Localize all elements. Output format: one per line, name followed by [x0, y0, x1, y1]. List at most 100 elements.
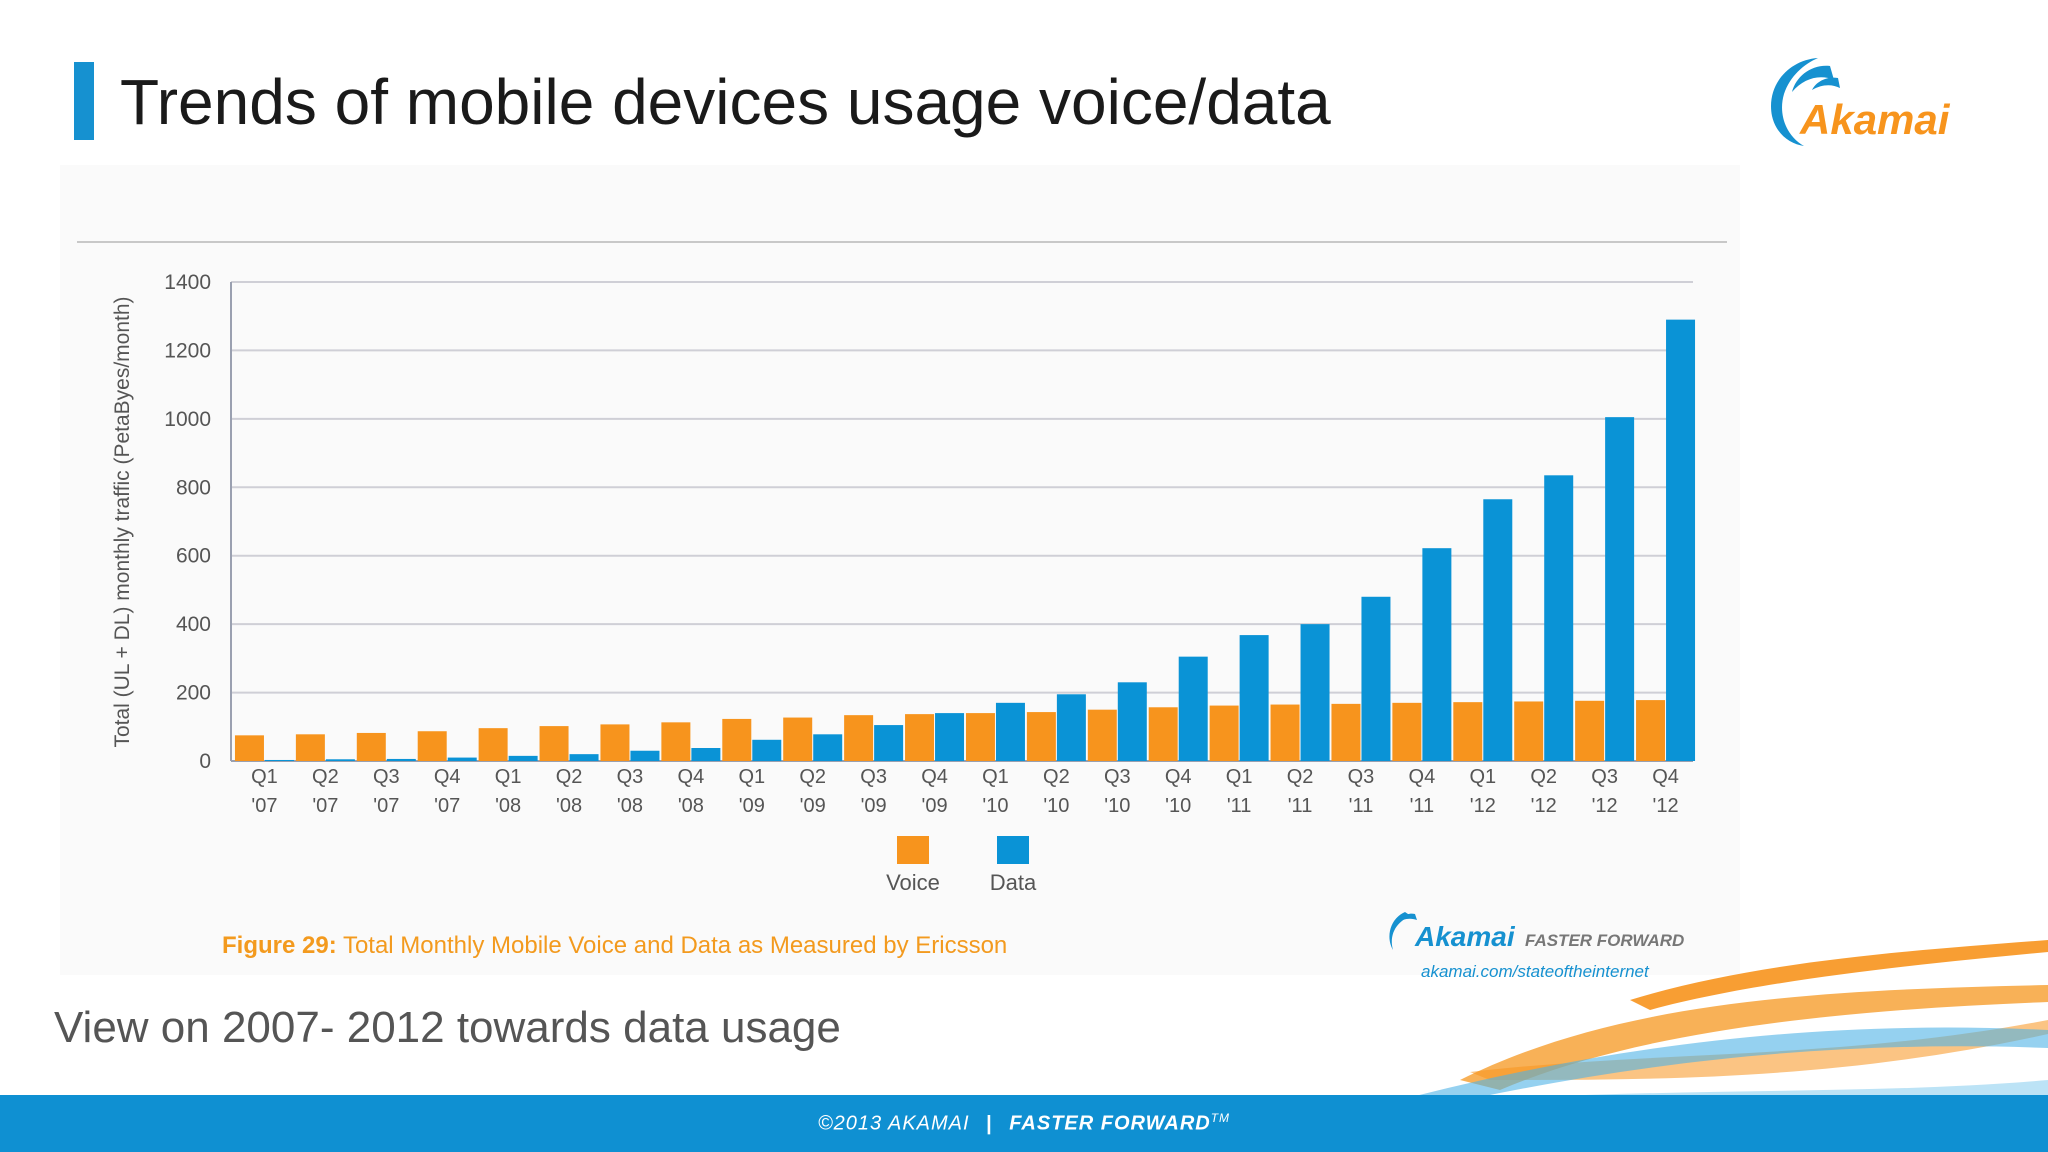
y-tick-label: 1200 — [164, 339, 211, 362]
brand-block-name: Akamai — [1414, 921, 1516, 952]
x-tick-label: Q1 — [495, 766, 522, 788]
x-tick-label: '10 — [982, 795, 1008, 817]
legend-swatch-data — [997, 836, 1029, 864]
y-tick-label: 0 — [199, 750, 211, 773]
bar-data — [813, 734, 843, 761]
y-tick-label: 600 — [176, 545, 211, 568]
x-tick-label: '09 — [739, 795, 765, 817]
bar-data — [1178, 656, 1208, 761]
bar-voice — [965, 713, 995, 761]
bar-data — [691, 747, 721, 761]
brand-block-tag: FASTER FORWARD — [1525, 931, 1684, 950]
bar-voice — [1331, 703, 1361, 761]
bar-data — [1544, 475, 1574, 761]
x-tick-label: '09 — [861, 795, 887, 817]
x-tick-label: Q2 — [1287, 766, 1314, 788]
x-tick-label: '10 — [1165, 795, 1191, 817]
x-tick-label: Q4 — [678, 766, 705, 788]
x-tick-label: Q3 — [1104, 766, 1131, 788]
x-tick-label: Q3 — [860, 766, 887, 788]
bar-data — [995, 702, 1025, 761]
x-tick-label: Q4 — [921, 766, 948, 788]
x-tick-label: Q3 — [617, 766, 644, 788]
y-tick-label: 800 — [176, 476, 211, 499]
bar-voice — [1636, 700, 1666, 761]
x-tick-label: '12 — [1592, 795, 1618, 817]
bar-data — [1239, 635, 1269, 761]
y-tick-label: 200 — [176, 682, 211, 705]
bar-voice — [539, 726, 569, 761]
bar-voice — [1087, 709, 1117, 761]
x-tick-label: '08 — [495, 795, 521, 817]
bar-data — [1422, 548, 1452, 761]
akamai-logo-text: Akamai — [1799, 96, 1951, 143]
footer-trademark: TM — [1210, 1111, 1231, 1125]
legend-label-data: Data — [990, 870, 1037, 895]
x-tick-label: '11 — [1349, 795, 1374, 817]
bar-voice — [295, 734, 325, 761]
x-tick-label: Q2 — [1043, 766, 1070, 788]
legend-swatch-voice — [897, 836, 929, 864]
bar-voice — [844, 715, 874, 761]
x-tick-label: '10 — [1104, 795, 1130, 817]
bar-data — [325, 759, 355, 761]
bar-data — [447, 757, 477, 761]
figure-caption: Figure 29: Total Monthly Mobile Voice an… — [222, 932, 1007, 960]
y-tick-label: 1400 — [164, 271, 211, 294]
akamai-brand-block: Akamai FASTER FORWARD akamai.com/stateof… — [1389, 912, 1684, 981]
bar-data — [1300, 624, 1330, 761]
x-tick-label: '09 — [922, 795, 948, 817]
bar-data — [752, 739, 782, 761]
bar-voice — [1453, 702, 1483, 761]
x-tick-label: Q1 — [1469, 766, 1496, 788]
legend-label-voice: Voice — [886, 870, 940, 895]
figure-top-rule — [77, 241, 1727, 243]
x-tick-label: Q4 — [1409, 766, 1436, 788]
bar-voice — [600, 724, 630, 761]
bar-data — [874, 725, 904, 761]
bar-voice — [356, 732, 386, 761]
bar-voice — [478, 728, 508, 761]
x-tick-label: '12 — [1653, 795, 1679, 817]
x-tick-label: '10 — [1043, 795, 1069, 817]
x-tick-label: Q4 — [434, 766, 461, 788]
slide-subtitle: View on 2007- 2012 towards data usage — [54, 1003, 841, 1052]
x-tick-label: Q3 — [1591, 766, 1618, 788]
bar-voice — [661, 722, 691, 761]
bar-data — [1117, 682, 1147, 761]
x-tick-label: '08 — [617, 795, 643, 817]
brand-block-url: akamai.com/stateoftheinternet — [1421, 962, 1650, 981]
x-tick-label: Q2 — [799, 766, 826, 788]
bar-data — [569, 754, 599, 761]
x-tick-label: Q3 — [1348, 766, 1375, 788]
x-tick-label: Q3 — [373, 766, 400, 788]
footer-text: ©2013 AKAMAI | FASTER FORWARDTM — [0, 1111, 2048, 1136]
bar-voice — [783, 717, 813, 761]
y-tick-label: 400 — [176, 613, 211, 636]
x-tick-label: '07 — [312, 795, 338, 817]
bar-voice — [417, 731, 447, 761]
x-tick-label: Q2 — [312, 766, 339, 788]
bar-data — [1605, 417, 1635, 761]
bar-data — [1666, 319, 1696, 761]
x-tick-label: Q2 — [1530, 766, 1557, 788]
slide-title: Trends of mobile devices usage voice/dat… — [120, 66, 1331, 138]
bar-voice — [234, 735, 264, 761]
bar-data — [1056, 694, 1086, 761]
footer-bar: ©2013 AKAMAI | FASTER FORWARDTM — [0, 1095, 2048, 1152]
bar-data — [1483, 499, 1513, 761]
x-tick-label: '11 — [1288, 795, 1313, 817]
bar-voice — [1514, 701, 1544, 761]
x-tick-label: Q4 — [1652, 766, 1679, 788]
x-tick-label: Q4 — [1165, 766, 1192, 788]
bar-voice — [722, 718, 752, 761]
x-tick-label: Q1 — [251, 766, 278, 788]
bar-data — [264, 759, 294, 761]
bar-voice — [1270, 704, 1300, 761]
x-tick-label: '07 — [251, 795, 277, 817]
figure-caption-text: Total Monthly Mobile Voice and Data as M… — [342, 932, 1008, 959]
x-tick-label: '08 — [556, 795, 582, 817]
bar-data — [630, 750, 660, 761]
title-accent-bar — [74, 62, 94, 140]
